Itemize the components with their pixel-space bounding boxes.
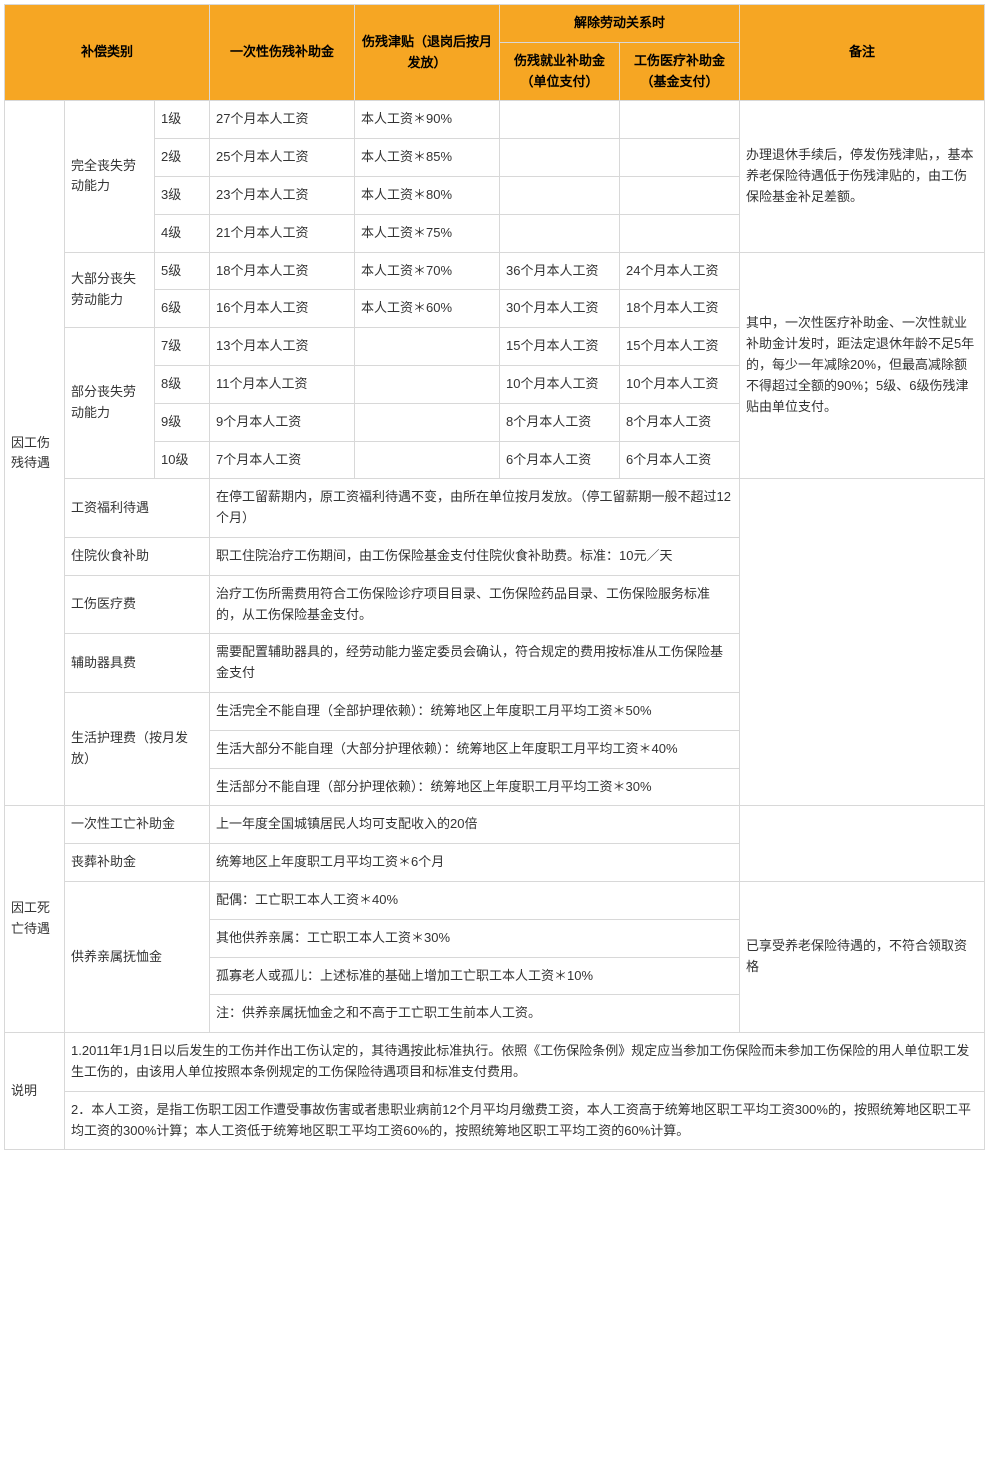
compensation-table: 补偿类别 一次性伤残补助金 伤残津贴（退岗后按月发放） 解除劳动关系时 备注 伤… [4, 4, 985, 1150]
lv: 8级 [155, 365, 210, 403]
emp: 10个月本人工资 [500, 365, 620, 403]
remark-b: 其中，一次性医疗补助金、一次性就业补助金计发时，距法定退休年龄不足5年的，每少一… [740, 252, 985, 479]
table-row: 工资福利待遇 在停工留薪期内，原工资福利待遇不变，由所在单位按月发放。（停工留薪… [5, 479, 985, 538]
allow: 本人工资＊75% [355, 214, 500, 252]
allow [355, 328, 500, 366]
oneoff: 13个月本人工资 [210, 328, 355, 366]
notes-label: 说明 [5, 1033, 65, 1150]
lv: 9级 [155, 403, 210, 441]
hdr-emp-sub: 伤残就业补助金（单位支付） [500, 42, 620, 101]
dep-label: 供养亲属抚恤金 [65, 881, 210, 1032]
hdr-med-sub: 工伤医疗补助金（基金支付） [620, 42, 740, 101]
group1-sub-b: 大部分丧失劳动能力 [65, 252, 155, 328]
extra-label: 住院伙食补助 [65, 537, 210, 575]
g2-label: 丧葬补助金 [65, 844, 210, 882]
med: 24个月本人工资 [620, 252, 740, 290]
allow: 本人工资＊85% [355, 139, 500, 177]
emp [500, 101, 620, 139]
extra-label: 工伤医疗费 [65, 575, 210, 634]
remark-a: 办理退休手续后，停发伤残津贴，，基本养老保险待遇低于伤残津贴的，由工伤保险基金补… [740, 101, 985, 252]
oneoff: 23个月本人工资 [210, 176, 355, 214]
extra-text: 职工住院治疗工伤期间，由工伤保险基金支付住院伙食补助费。标准：10元／天 [210, 537, 740, 575]
emp: 30个月本人工资 [500, 290, 620, 328]
oneoff: 25个月本人工资 [210, 139, 355, 177]
extra-label: 辅助器具费 [65, 634, 210, 693]
med: 10个月本人工资 [620, 365, 740, 403]
allow [355, 365, 500, 403]
med: 8个月本人工资 [620, 403, 740, 441]
empty-remark [740, 479, 985, 806]
table-row: 大部分丧失劳动能力 5级 18个月本人工资 本人工资＊70% 36个月本人工资 … [5, 252, 985, 290]
hdr-oneoff: 一次性伤残补助金 [210, 5, 355, 101]
oneoff: 11个月本人工资 [210, 365, 355, 403]
hdr-remark: 备注 [740, 5, 985, 101]
note-text: 2．本人工资，是指工伤职工因工作遭受事故伤害或者患职业病前12个月平均月缴费工资… [65, 1091, 985, 1150]
g2-text: 统筹地区上年度职工月平均工资＊6个月 [210, 844, 740, 882]
empty-remark [740, 806, 985, 882]
allow: 本人工资＊60% [355, 290, 500, 328]
allow [355, 441, 500, 479]
emp [500, 139, 620, 177]
extra-text: 需要配置辅助器具的，经劳动能力鉴定委员会确认，符合规定的费用按标准从工伤保险基金… [210, 634, 740, 693]
group1-main: 因工伤残待遇 [5, 101, 65, 806]
hdr-termination: 解除劳动关系时 [500, 5, 740, 43]
emp [500, 214, 620, 252]
lv: 5级 [155, 252, 210, 290]
care-label: 生活护理费（按月发放） [65, 692, 210, 805]
med: 15个月本人工资 [620, 328, 740, 366]
allow: 本人工资＊80% [355, 176, 500, 214]
dep-text: 配偶：工亡职工本人工资＊40% [210, 881, 740, 919]
emp: 15个月本人工资 [500, 328, 620, 366]
lv: 6级 [155, 290, 210, 328]
med [620, 139, 740, 177]
dep-text: 其他供养亲属：工亡职工本人工资＊30% [210, 919, 740, 957]
table-row: 2．本人工资，是指工伤职工因工作遭受事故伤害或者患职业病前12个月平均月缴费工资… [5, 1091, 985, 1150]
oneoff: 21个月本人工资 [210, 214, 355, 252]
table-row: 说明 1.2011年1月1日以后发生的工伤并作出工伤认定的，其待遇按此标准执行。… [5, 1033, 985, 1092]
extra-text: 治疗工伤所需费用符合工伤保险诊疗项目目录、工伤保险药品目录、工伤保险服务标准的，… [210, 575, 740, 634]
emp: 6个月本人工资 [500, 441, 620, 479]
allow: 本人工资＊70% [355, 252, 500, 290]
group1-sub-a: 完全丧失劳动能力 [65, 101, 155, 252]
dep-text: 注：供养亲属抚恤金之和不高于工亡职工生前本人工资。 [210, 995, 740, 1033]
table-row: 因工死亡待遇 一次性工亡补助金 上一年度全国城镇居民人均可支配收入的20倍 [5, 806, 985, 844]
note-text: 1.2011年1月1日以后发生的工伤并作出工伤认定的，其待遇按此标准执行。依照《… [65, 1033, 985, 1092]
med: 18个月本人工资 [620, 290, 740, 328]
oneoff: 7个月本人工资 [210, 441, 355, 479]
lv: 10级 [155, 441, 210, 479]
hdr-allowance: 伤残津贴（退岗后按月发放） [355, 5, 500, 101]
care-text: 生活大部分不能自理（大部分护理依赖）：统筹地区上年度职工月平均工资＊40% [210, 730, 740, 768]
table-row: 因工伤残待遇 完全丧失劳动能力 1级 27个月本人工资 本人工资＊90% 办理退… [5, 101, 985, 139]
group2-main: 因工死亡待遇 [5, 806, 65, 1033]
hdr-category: 补偿类别 [5, 5, 210, 101]
lv: 7级 [155, 328, 210, 366]
care-text: 生活部分不能自理（部分护理依赖）：统筹地区上年度职工月平均工资＊30% [210, 768, 740, 806]
lv: 2级 [155, 139, 210, 177]
g2-label: 一次性工亡补助金 [65, 806, 210, 844]
allow [355, 403, 500, 441]
med [620, 176, 740, 214]
dep-text: 孤寡老人或孤儿：上述标准的基础上增加工亡职工本人工资＊10% [210, 957, 740, 995]
care-text: 生活完全不能自理（全部护理依赖）：统筹地区上年度职工月平均工资＊50% [210, 692, 740, 730]
allow: 本人工资＊90% [355, 101, 500, 139]
emp [500, 176, 620, 214]
table-row: 供养亲属抚恤金 配偶：工亡职工本人工资＊40% 已享受养老保险待遇的，不符合领取… [5, 881, 985, 919]
dep-remark: 已享受养老保险待遇的，不符合领取资格 [740, 881, 985, 1032]
extra-text: 在停工留薪期内，原工资福利待遇不变，由所在单位按月发放。（停工留薪期一般不超过1… [210, 479, 740, 538]
med [620, 101, 740, 139]
oneoff: 9个月本人工资 [210, 403, 355, 441]
med: 6个月本人工资 [620, 441, 740, 479]
lv: 1级 [155, 101, 210, 139]
oneoff: 27个月本人工资 [210, 101, 355, 139]
emp: 36个月本人工资 [500, 252, 620, 290]
emp: 8个月本人工资 [500, 403, 620, 441]
extra-label: 工资福利待遇 [65, 479, 210, 538]
med [620, 214, 740, 252]
g2-text: 上一年度全国城镇居民人均可支配收入的20倍 [210, 806, 740, 844]
lv: 4级 [155, 214, 210, 252]
lv: 3级 [155, 176, 210, 214]
oneoff: 16个月本人工资 [210, 290, 355, 328]
oneoff: 18个月本人工资 [210, 252, 355, 290]
group1-sub-c: 部分丧失劳动能力 [65, 328, 155, 479]
